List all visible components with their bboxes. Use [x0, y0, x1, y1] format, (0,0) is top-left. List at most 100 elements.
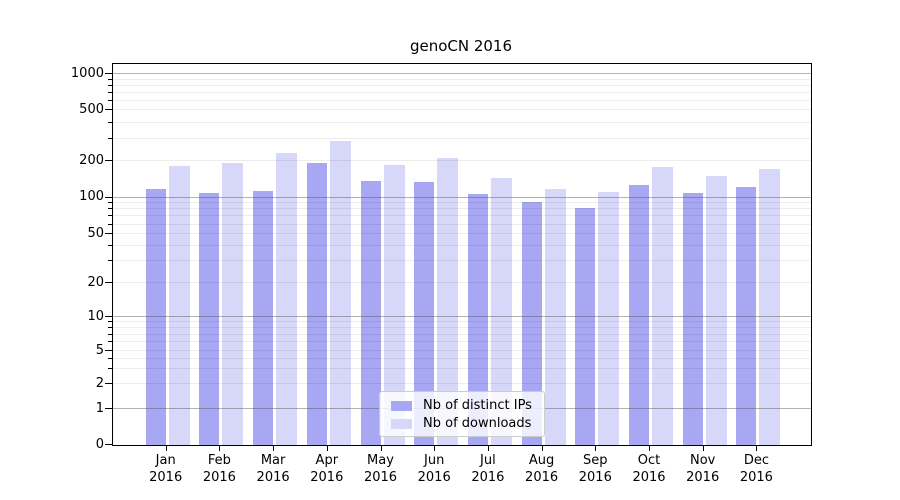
gridline-60 [113, 223, 811, 225]
x-label-year: 2016 [632, 470, 666, 485]
y-minor-tick-2 [108, 383, 112, 384]
y-minor-tick-20 [108, 282, 112, 283]
y-minor-tick-9 [108, 321, 112, 323]
y-minor-tick-700 [108, 91, 112, 93]
y-minor-tick-500 [108, 109, 112, 111]
gridline-10 [113, 316, 811, 317]
x-tick-label-jun: Jun 2016 [404, 452, 464, 486]
x-label-year: 2016 [363, 470, 398, 485]
bar-distinct-ips-feb [199, 192, 220, 445]
bar-distinct-ips-may [360, 181, 381, 445]
legend: Nb of distinct IPs Nb of downloads [379, 391, 545, 437]
x-label-month: Jan [155, 453, 176, 468]
y-minor-tick-50 [108, 233, 112, 234]
gridline-70 [113, 215, 811, 217]
bar-distinct-ips-jun [414, 181, 435, 445]
x-label-month: Jul [480, 453, 496, 468]
bar-distinct-ips-oct [629, 184, 649, 445]
legend-swatch-distinct-ips [391, 400, 412, 411]
y-minor-tick-8 [108, 326, 112, 328]
plot-area [112, 63, 812, 446]
x-tick-dec [756, 445, 758, 451]
gridline-600 [113, 99, 811, 101]
y-minor-tick-800 [108, 84, 112, 86]
y-minor-tick-30 [108, 260, 112, 262]
gridline-30 [113, 260, 811, 262]
y-minor-tick-60 [108, 223, 112, 225]
x-tick-label-feb: Feb 2016 [189, 452, 249, 486]
y-minor-tick-6 [108, 341, 112, 343]
bar-distinct-ips-jul [467, 193, 488, 445]
x-label-year: 2016 [578, 470, 612, 485]
y-minor-tick-70 [108, 215, 112, 217]
gridline-4 [113, 358, 811, 359]
x-tick-label-nov: Nov 2016 [673, 452, 733, 486]
x-label-year: 2016 [202, 470, 236, 485]
x-label-year: 2016 [149, 470, 183, 485]
bar-downloads-sep [598, 192, 620, 445]
chart-title: genoCN 2016 [409, 37, 513, 55]
x-label-month: Jun [424, 453, 445, 468]
gridline-5 [113, 350, 811, 351]
x-label-year: 2016 [471, 470, 505, 485]
x-tick-label-dec: Dec 2016 [726, 452, 786, 486]
x-tick-nov [702, 445, 704, 451]
y-tick-1000 [105, 73, 112, 75]
y-tick-10 [105, 316, 112, 317]
y-minor-tick-90 [108, 202, 112, 204]
bar-downloads-jul [490, 177, 512, 445]
x-label-year: 2016 [310, 470, 344, 485]
x-tick-aug [541, 445, 543, 451]
gridline-40 [113, 244, 811, 246]
x-label-month: May [367, 453, 394, 468]
x-label-year: 2016 [686, 470, 720, 485]
bar-downloads-dec [759, 168, 781, 445]
x-label-month: Aug [528, 453, 555, 468]
y-minor-tick-7 [108, 333, 112, 335]
gridline-7 [113, 333, 811, 335]
x-label-month: Feb [207, 453, 231, 468]
x-tick-jan [165, 445, 167, 451]
x-tick-jun [434, 445, 436, 451]
y-minor-tick-200 [108, 160, 112, 161]
gridline-300 [113, 137, 811, 139]
gridline-80 [113, 208, 811, 210]
legend-label-distinct-ips: Nb of distinct IPs [423, 398, 532, 413]
y-minor-tick-80 [108, 208, 112, 210]
y-tick-label-20: 20 [87, 274, 104, 290]
legend-row-distinct-ips: Nb of distinct IPs [391, 398, 536, 413]
x-label-year: 2016 [739, 470, 773, 485]
gridline-50 [113, 233, 811, 234]
y-tick-label-5: 5 [95, 342, 104, 358]
y-tick-label-100: 100 [79, 189, 104, 205]
y-tick-label-10: 10 [87, 308, 104, 324]
bar-distinct-ips-aug [521, 201, 542, 445]
bar-downloads-apr [329, 140, 351, 445]
y-minor-tick-4 [108, 358, 112, 359]
x-tick-jul [487, 445, 489, 451]
gridline-20 [113, 282, 811, 283]
y-minor-tick-300 [108, 137, 112, 139]
gridline-500 [113, 109, 811, 111]
bar-distinct-ips-sep [575, 208, 596, 445]
x-tick-label-oct: Oct 2016 [619, 452, 679, 486]
y-minor-tick-3 [108, 368, 112, 370]
y-tick-label-1000: 1000 [70, 65, 104, 81]
bar-distinct-ips-dec [736, 186, 757, 445]
x-label-month: Mar [260, 453, 286, 468]
bar-distinct-ips-apr [306, 163, 327, 445]
x-tick-label-sep: Sep 2016 [565, 452, 625, 486]
y-minor-tick-40 [108, 244, 112, 246]
y-tick-100 [105, 196, 112, 198]
x-tick-label-apr: Apr 2016 [297, 452, 357, 486]
x-tick-oct [649, 445, 650, 451]
bar-distinct-ips-mar [253, 191, 274, 445]
legend-row-downloads: Nb of downloads [391, 416, 536, 431]
gridline-6 [113, 341, 811, 343]
y-tick-label-50: 50 [87, 225, 104, 241]
gridline-100 [113, 196, 811, 198]
bar-downloads-jan [168, 165, 190, 445]
gridline-9 [113, 321, 811, 323]
bar-downloads-may [383, 164, 405, 445]
